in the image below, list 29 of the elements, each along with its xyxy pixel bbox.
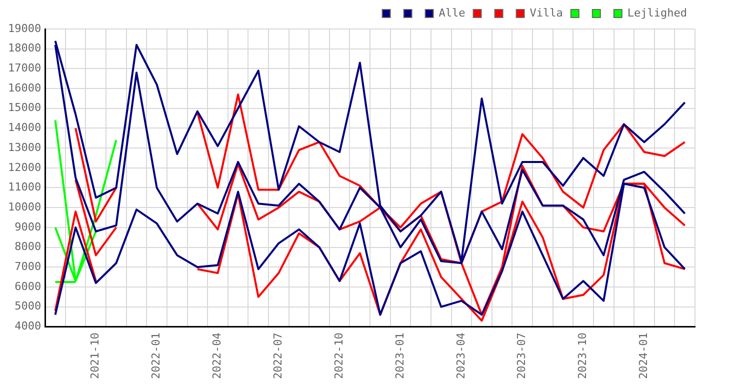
y-tick-label: 16000 <box>8 81 42 94</box>
y-tick-label: 7000 <box>14 260 42 273</box>
y-tick-label: 4000 <box>14 320 42 332</box>
y-tick-label: 13000 <box>8 140 42 154</box>
y-tick-label: 6000 <box>14 280 42 293</box>
y-tick-label: 19000 <box>8 22 42 35</box>
y-tick-label: 18000 <box>8 42 42 55</box>
y-tick-label: 15000 <box>8 101 42 114</box>
x-tick-label: 2022-07 <box>272 332 285 379</box>
x-tick-label: 2023-04 <box>454 332 468 379</box>
legend-label: Lejlighed <box>627 6 688 20</box>
x-tick-label: 2022-01 <box>150 332 163 379</box>
x-tick-label: 2023-01 <box>393 332 406 379</box>
legend-label: Villa <box>530 6 563 20</box>
y-tick-label: 17000 <box>8 62 42 75</box>
y-tick-label: 10000 <box>8 200 42 214</box>
x-tick-label: 2022-04 <box>210 332 224 379</box>
y-tick-label: 12000 <box>8 160 42 174</box>
x-tick-label: 2021-10 <box>88 332 102 379</box>
y-tick-label: 8000 <box>14 240 42 254</box>
x-tick-label: 2022-10 <box>332 332 346 379</box>
y-tick-label: 9000 <box>14 220 42 234</box>
y-tick-label: 11000 <box>8 180 42 194</box>
y-tick-label: 5000 <box>14 300 42 313</box>
y-tick-label: 14000 <box>8 121 42 134</box>
x-tick-label: 2023-10 <box>576 332 590 379</box>
legend-label: Alle <box>438 6 466 20</box>
x-tick-label: 2023-07 <box>515 332 528 379</box>
x-tick-label: 2024-01 <box>637 332 650 379</box>
